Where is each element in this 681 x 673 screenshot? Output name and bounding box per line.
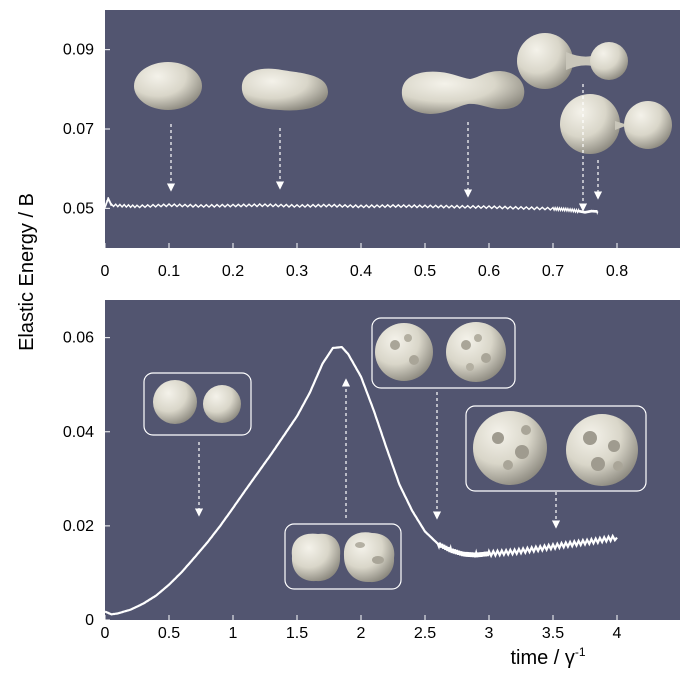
bottom-arrows <box>194 378 561 529</box>
x-tick-label: 3.5 <box>542 625 564 642</box>
x-tick-label: 1 <box>229 625 238 642</box>
x-tick-label: 0.5 <box>158 625 180 642</box>
elongated-droplet-shape <box>241 68 328 111</box>
bottom-panel: 0 0.5 1 1.5 2 2.5 3 3.5 4 0 0.02 0.04 0.06 <box>63 300 680 642</box>
x-tick-label: 0 <box>101 263 110 280</box>
bottom-energy-line <box>104 346 618 616</box>
y-axis-label: Elastic Energy / B <box>16 193 38 351</box>
x-axis-label-sup: -1 <box>575 645 586 659</box>
y-tick-label: 0 <box>85 612 94 629</box>
lightly-wrinkled-inset <box>284 523 402 590</box>
x-tick-label: 0.7 <box>542 263 564 280</box>
x-axis-label: time / γ-1 <box>510 645 585 669</box>
y-tick-label: 0.06 <box>63 330 94 347</box>
x-tick-label: 4 <box>613 625 622 642</box>
top-annotations <box>134 33 672 212</box>
x-tick-label: 0.8 <box>606 263 628 280</box>
oblate-droplet-shape <box>134 62 202 110</box>
x-tick-label: 0.1 <box>158 263 180 280</box>
y-tick-label: 0.04 <box>63 424 94 441</box>
y-tick-label: 0.05 <box>63 200 94 217</box>
x-axis-label-main: time / γ <box>510 647 574 669</box>
x-tick-label: 0.2 <box>222 263 244 280</box>
x-tick-label: 2.5 <box>414 625 436 642</box>
necking-droplet-shape <box>517 33 628 89</box>
x-tick-label: 0.3 <box>286 263 308 280</box>
x-tick-label: 0.6 <box>478 263 500 280</box>
x-tick-label: 3 <box>485 625 494 642</box>
x-tick-label: 0.5 <box>414 263 436 280</box>
smooth-spheres-inset <box>143 372 252 436</box>
top-panel: 0 0.1 0.2 0.3 0.4 0.5 0.6 0.7 0.8 0.05 0.07 0.09 <box>63 10 680 280</box>
pinch-off-droplet-shape <box>560 94 672 154</box>
x-tick-label: 0.4 <box>350 263 372 280</box>
y-tick-label: 0.02 <box>63 518 94 535</box>
dumbbell-droplet-shape <box>401 71 525 114</box>
buckled-dimpled-inset <box>465 405 647 492</box>
top-axis-ticks: 0 0.1 0.2 0.3 0.4 0.5 0.6 0.7 0.8 0.05 0.07 0.09 <box>63 42 628 280</box>
wrinkled-crumpled-inset <box>371 317 516 389</box>
bottom-axis-ticks: 0 0.5 1 1.5 2 2.5 3 3.5 4 0 0.02 0.04 0.06 <box>63 330 622 642</box>
y-tick-label: 0.09 <box>63 42 94 59</box>
top-energy-line <box>104 197 599 215</box>
x-tick-label: 2 <box>357 625 366 642</box>
x-tick-label: 0 <box>101 625 110 642</box>
y-tick-label: 0.07 <box>63 121 94 138</box>
x-tick-label: 1.5 <box>286 625 308 642</box>
